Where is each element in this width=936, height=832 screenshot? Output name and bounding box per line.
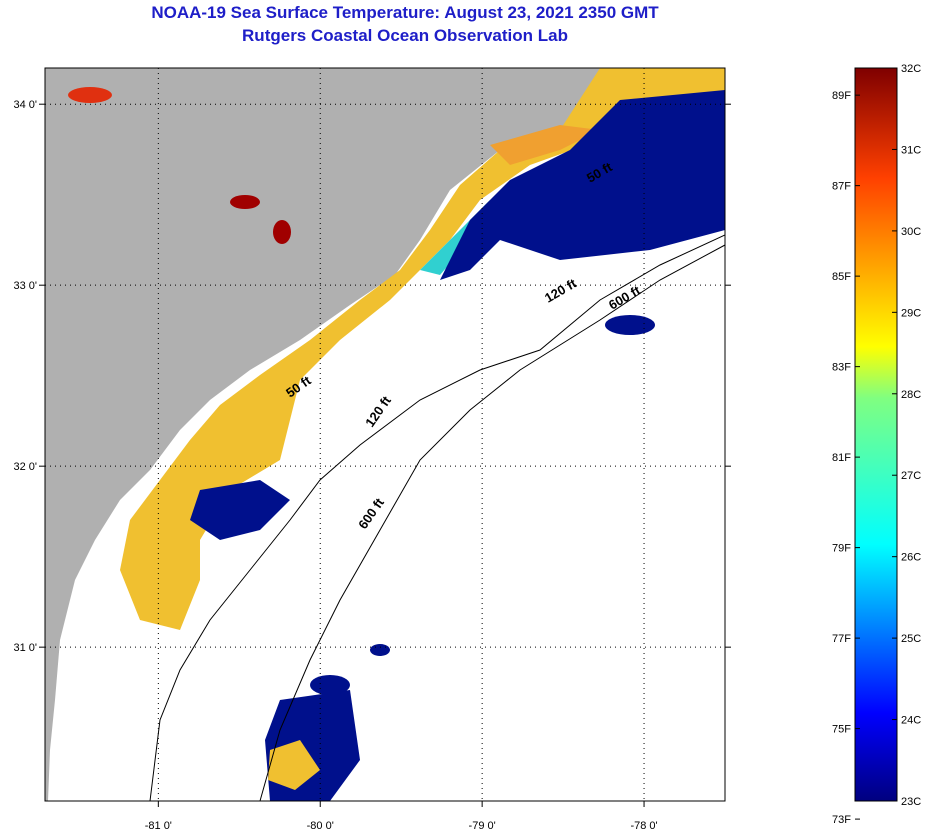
axis-ticks: -81 0' -80 0' -79 0' -78 0' 34 0' 33 0' 32 0' 3… (13, 99, 731, 832)
lon-tick-label: -80 0' (307, 820, 334, 832)
map-subtitle: Rutgers Coastal Ocean Observation Lab (242, 26, 568, 45)
warm-sst-band (120, 68, 725, 630)
map-title: NOAA-19 Sea Surface Temperature: August … (151, 3, 659, 22)
colorbar-label-c: 23C (901, 796, 921, 808)
colorbar-labels: 32C 31C 30C 29C 28C 27C 26C 25C 24C 23C 89F 87F 85F 8… (832, 63, 921, 826)
lat-tick-label: 34 0' (13, 99, 37, 111)
map-frame (44, 67, 726, 802)
colorbar-label-c: 32C (901, 63, 921, 75)
lat-tick-label: 33 0' (13, 280, 37, 292)
lon-tick-label: -81 0' (145, 820, 172, 832)
contour-600ft (259, 244, 725, 801)
land-mass (45, 68, 600, 801)
graticule (45, 68, 725, 801)
cool-sst-patch-mid (190, 480, 290, 540)
colorbar-label-c: 24C (901, 715, 921, 727)
contour-120ft (149, 234, 725, 801)
colorbar-label-f: 83F (832, 362, 851, 374)
lat-tick-label: 32 0' (13, 461, 37, 473)
colorbar-label-f: 73F (832, 814, 851, 826)
colorbar-label-c: 26C (901, 552, 921, 564)
colorbar-gradient (854, 67, 898, 802)
colorbar-label-c: 29C (901, 307, 921, 319)
inland-lake-warm (68, 87, 112, 103)
cool-sst-patch-north (440, 90, 725, 280)
inland-lake-hot (230, 195, 260, 209)
colorbar-label-f: 89F (832, 90, 851, 102)
cool-sst-patch-east (605, 315, 655, 335)
colorbar-label-f: 77F (832, 633, 851, 645)
colorbar-label-c: 25C (901, 633, 921, 645)
warm-sst-patch-south (268, 740, 320, 790)
map-area: 50 ft 120 ft 600 ft 50 ft 120 ft 600 ft … (13, 67, 731, 832)
colorbar-label-f: 79F (832, 543, 851, 555)
orange-sst-patch (490, 125, 600, 165)
colorbar-label-c: 27C (901, 470, 921, 482)
cool-sst-patch-small-2 (310, 675, 350, 695)
colorbar-label-f: 87F (832, 181, 851, 193)
colorbar-label-f: 81F (832, 452, 851, 464)
colorbar-label-c: 30C (901, 226, 921, 238)
colorbar-label-c: 28C (901, 389, 921, 401)
colorbar-label-c: 31C (901, 144, 921, 156)
lon-tick-label: -78 0' (630, 820, 657, 832)
colorbar-label-f: 85F (832, 271, 851, 283)
lon-tick-label: -79 0' (469, 820, 496, 832)
cool-sst-patch-small (370, 644, 390, 656)
inland-lake-hot-2 (273, 220, 291, 244)
colorbar: 32C 31C 30C 29C 28C 27C 26C 25C 24C 23C 89F 87F 85F 8… (832, 63, 921, 826)
colorbar-label-f: 75F (832, 724, 851, 736)
lat-tick-label: 31 0' (13, 642, 37, 654)
